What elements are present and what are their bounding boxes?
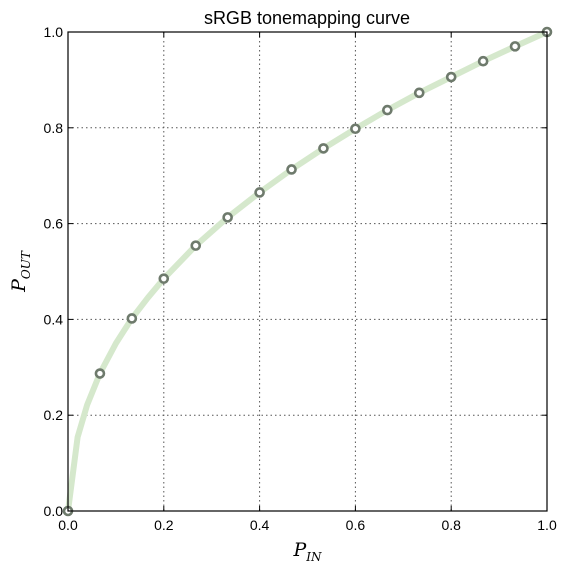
y-axis-label: POUT <box>8 250 33 293</box>
tonemapping-curve-line <box>65 29 550 514</box>
chart-title: sRGB tonemapping curve <box>204 8 410 28</box>
data-point-marker <box>477 55 489 67</box>
x-tick-label: 1.0 <box>537 517 557 533</box>
data-point-marker <box>413 87 425 99</box>
data-point-marker <box>94 368 106 379</box>
data-point-marker <box>190 240 202 251</box>
data-point-marker <box>254 187 265 198</box>
x-axis-label-base: P <box>292 539 307 561</box>
x-tick-label: 0.0 <box>58 517 78 533</box>
x-axis-label: PIN <box>292 539 322 564</box>
data-point-marker <box>509 41 521 52</box>
data-point-marker <box>286 164 297 175</box>
x-tick-label: 0.2 <box>154 517 174 533</box>
y-tick-label: 1.0 <box>44 24 64 40</box>
y-tick-label: 0.4 <box>44 311 64 327</box>
ticks: 0.0 0.2 0.4 0.6 0.8 1.0 0.0 0.2 0.4 0.6 0.8 1.0 <box>44 24 557 533</box>
plot-frame <box>67 31 548 512</box>
y-axis-label-sub: OUT <box>19 250 33 279</box>
y-tick-label: 0.6 <box>44 216 64 232</box>
x-tick-label: 0.6 <box>346 517 366 533</box>
data-point-marker <box>318 143 329 154</box>
y-tick-label: 0.0 <box>44 503 64 519</box>
data-point-marker <box>350 123 361 135</box>
grid <box>67 31 548 512</box>
y-tick-label: 0.2 <box>44 407 64 423</box>
y-axis-label-base: P <box>8 278 30 293</box>
data-point-marker <box>126 313 138 324</box>
data-point-marker <box>382 104 393 116</box>
x-tick-label: 0.8 <box>441 517 461 533</box>
series <box>62 26 553 517</box>
data-point-marker <box>158 273 170 284</box>
data-point-marker <box>445 71 457 83</box>
x-tick-label: 0.4 <box>250 517 270 533</box>
y-tick-label: 0.8 <box>44 120 64 136</box>
data-point-marker <box>222 212 233 223</box>
x-axis-label-sub: IN <box>305 550 322 564</box>
